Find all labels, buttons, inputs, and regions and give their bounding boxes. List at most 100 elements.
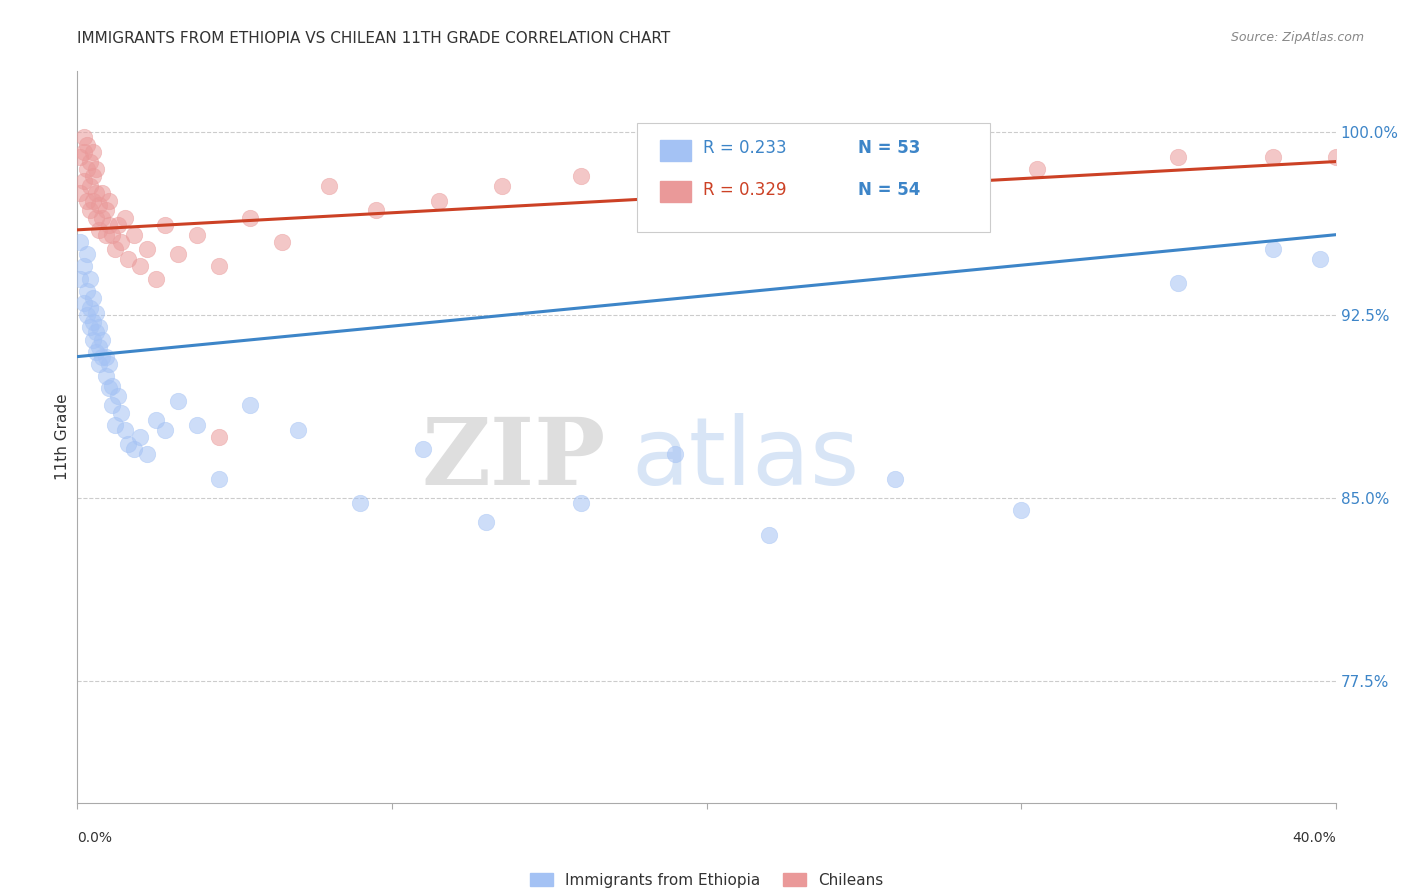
Point: [82, 333, 104, 347]
Point: [76, 137, 98, 152]
Point: [101, 398, 124, 412]
Text: N = 54: N = 54: [858, 181, 920, 199]
Legend: Immigrants from Ethiopia, Chileans: Immigrants from Ethiopia, Chileans: [523, 867, 890, 892]
Point: [104, 243, 127, 257]
Point: [84, 306, 107, 320]
Point: [84, 186, 107, 201]
Point: [76, 194, 98, 208]
Point: [1261, 243, 1284, 257]
Point: [318, 178, 340, 193]
Point: [664, 447, 686, 461]
Point: [89, 357, 111, 371]
Point: [1309, 252, 1331, 266]
Text: Source: ZipAtlas.com: Source: ZipAtlas.com: [1230, 31, 1364, 45]
Point: [427, 194, 450, 208]
Point: [475, 516, 498, 530]
Point: [72, 296, 94, 310]
Point: [114, 423, 136, 437]
Point: [208, 430, 231, 444]
Point: [569, 496, 592, 510]
Point: [1025, 161, 1047, 176]
Y-axis label: 11th Grade: 11th Grade: [55, 393, 70, 481]
Point: [76, 308, 98, 322]
Text: R = 0.233: R = 0.233: [703, 139, 786, 157]
Point: [129, 260, 152, 274]
Point: [122, 442, 145, 457]
Point: [208, 471, 231, 485]
Point: [107, 389, 129, 403]
Point: [117, 437, 139, 451]
Point: [72, 130, 94, 145]
Point: [79, 301, 101, 315]
Point: [69, 150, 91, 164]
Point: [287, 423, 309, 437]
Point: [366, 203, 388, 218]
Text: 0.0%: 0.0%: [77, 831, 112, 846]
Point: [94, 350, 117, 364]
FancyBboxPatch shape: [637, 122, 990, 232]
Point: [1261, 150, 1284, 164]
Point: [884, 471, 907, 485]
Point: [72, 260, 94, 274]
Point: [135, 243, 157, 257]
Point: [145, 413, 167, 427]
Point: [69, 271, 91, 285]
Point: [569, 169, 592, 184]
Point: [82, 169, 104, 184]
Point: [82, 145, 104, 159]
Text: R = 0.329: R = 0.329: [703, 181, 786, 199]
Point: [72, 145, 94, 159]
Point: [82, 291, 104, 305]
Point: [122, 227, 145, 242]
Point: [117, 252, 139, 266]
Point: [94, 227, 117, 242]
Text: atlas: atlas: [631, 413, 859, 505]
Text: N = 53: N = 53: [858, 139, 920, 157]
Point: [135, 447, 157, 461]
Point: [491, 178, 513, 193]
Point: [186, 227, 208, 242]
Point: [89, 320, 111, 334]
Point: [76, 247, 98, 261]
Point: [91, 333, 114, 347]
Bar: [659, 181, 692, 202]
Point: [91, 211, 114, 225]
Text: 40.0%: 40.0%: [1292, 831, 1336, 846]
Point: [129, 430, 152, 444]
Point: [104, 417, 127, 432]
Point: [82, 194, 104, 208]
Point: [884, 150, 907, 164]
Point: [97, 357, 120, 371]
Point: [101, 379, 124, 393]
Text: IMMIGRANTS FROM ETHIOPIA VS CHILEAN 11TH GRADE CORRELATION CHART: IMMIGRANTS FROM ETHIOPIA VS CHILEAN 11TH…: [77, 31, 671, 46]
Point: [69, 235, 91, 249]
Point: [101, 227, 124, 242]
Point: [648, 154, 671, 169]
Point: [1010, 503, 1032, 517]
Point: [758, 527, 780, 541]
Point: [239, 211, 262, 225]
Point: [89, 223, 111, 237]
Text: ZIP: ZIP: [422, 414, 606, 504]
Point: [145, 271, 167, 285]
Point: [114, 211, 136, 225]
Point: [186, 417, 208, 432]
Point: [167, 247, 190, 261]
Point: [82, 316, 104, 330]
Point: [72, 174, 94, 188]
Point: [742, 161, 765, 176]
Point: [84, 344, 107, 359]
Point: [155, 423, 177, 437]
Point: [270, 235, 292, 249]
Bar: [659, 140, 692, 161]
Point: [91, 350, 114, 364]
Point: [76, 284, 98, 298]
Point: [349, 496, 371, 510]
Point: [79, 320, 101, 334]
Point: [79, 178, 101, 193]
Point: [89, 198, 111, 212]
Point: [79, 271, 101, 285]
Point: [1324, 150, 1347, 164]
Point: [1167, 277, 1189, 291]
Point: [1167, 150, 1189, 164]
